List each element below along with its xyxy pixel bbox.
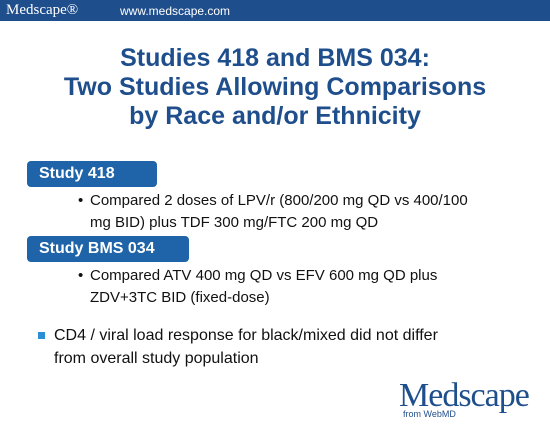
logo-tagline: from WebMD — [403, 409, 456, 419]
logo-wordmark: Medscape — [399, 377, 530, 414]
bullet-dot-icon: • — [78, 267, 84, 284]
title-line: Studies 418 and BMS 034: — [120, 44, 430, 72]
square-bullet-icon — [38, 332, 45, 339]
bullet-line: mg BID) plus TDF 300 mg/FTC 200 mg QD — [90, 214, 379, 231]
conclusion-bullet: CD4 / viral load response for black/mixe… — [38, 324, 438, 370]
slide-title: Studies 418 and BMS 034: Two Studies All… — [0, 44, 550, 131]
conclusion-line: from overall study population — [54, 350, 259, 367]
study-bms-034-bullet: • Compared ATV 400 mg QD vs EFV 600 mg QD… — [78, 265, 437, 309]
bullet-line: ZDV+3TC BID (fixed-dose) — [90, 289, 270, 306]
bullet-line: • Compared ATV 400 mg QD vs EFV 600 mg QD… — [78, 265, 437, 287]
brand-name: Medscape® — [6, 2, 79, 18]
bullet-line: • Compared 2 doses of LPV/r (800/200 mg Q… — [78, 190, 468, 212]
bullet-dot-icon: • — [78, 192, 84, 209]
study-label-418: Study 418 — [27, 161, 157, 187]
title-line: by Race and/or Ethnicity — [129, 102, 421, 130]
medscape-logo: Medscape from WebMD — [399, 378, 539, 422]
site-url[interactable]: www.medscape.com — [120, 4, 231, 18]
title-line: Two Studies Allowing Comparisons — [63, 73, 487, 101]
study-label-bms-034: Study BMS 034 — [27, 236, 189, 262]
conclusion-line: CD4 / viral load response for black/mixe… — [54, 327, 438, 344]
header-bar: Medscape® www.medscape.com — [0, 0, 550, 21]
study-418-bullet: • Compared 2 doses of LPV/r (800/200 mg Q… — [78, 190, 468, 234]
